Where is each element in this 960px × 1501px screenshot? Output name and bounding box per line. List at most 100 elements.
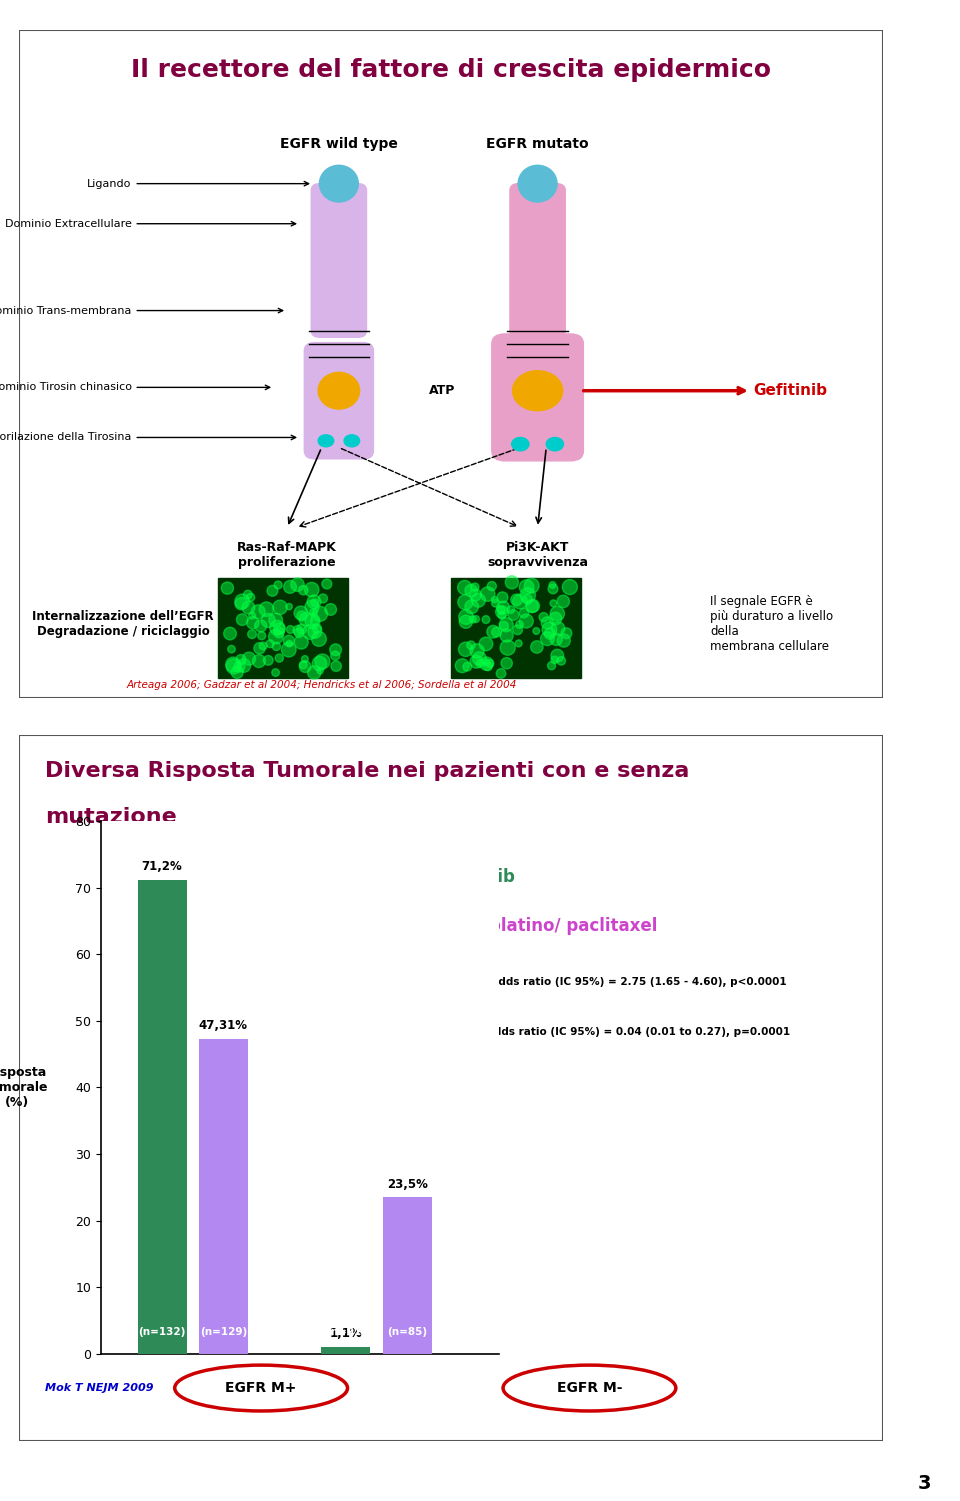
Point [281, 632, 297, 656]
Point [479, 650, 494, 674]
Point [306, 590, 322, 614]
Point [258, 597, 274, 621]
Point [503, 597, 518, 621]
Point [488, 591, 503, 615]
Point [252, 636, 267, 660]
Point [311, 627, 326, 651]
Text: (n=132): (n=132) [138, 1327, 186, 1337]
Ellipse shape [518, 165, 557, 203]
Point [272, 617, 287, 641]
Point [493, 599, 509, 623]
Point [229, 660, 245, 684]
Point [312, 651, 327, 675]
Point [460, 654, 475, 678]
Text: 71,2%: 71,2% [142, 860, 182, 874]
Text: (n=91): (n=91) [326, 1327, 366, 1337]
Point [254, 624, 270, 648]
Point [464, 594, 479, 618]
Point [512, 612, 527, 636]
Point [478, 632, 493, 656]
Point [226, 654, 241, 678]
Text: Carboplatino/ paclitaxel: Carboplatino/ paclitaxel [434, 917, 658, 935]
Point [245, 623, 260, 647]
Point [496, 614, 512, 638]
Text: Arteaga 2006; Gadzar et al 2004; Hendricks et al 2006; Sordella et al 2004: Arteaga 2006; Gadzar et al 2004; Hendric… [127, 680, 516, 690]
Text: Internalizzazione dell’EGFR
Degradazione / riciclaggio: Internalizzazione dell’EGFR Degradazione… [32, 611, 214, 638]
Ellipse shape [503, 1364, 676, 1411]
Text: 3: 3 [918, 1474, 931, 1493]
FancyBboxPatch shape [311, 183, 367, 338]
Ellipse shape [344, 435, 360, 447]
Point [554, 648, 569, 672]
Text: Dominio Tirosin chinasico: Dominio Tirosin chinasico [0, 383, 270, 392]
Text: Diversa Risposta Tumorale nei pazienti con e senza: Diversa Risposta Tumorale nei pazienti c… [45, 761, 689, 781]
Point [226, 653, 241, 677]
Point [282, 575, 298, 599]
Point [304, 578, 320, 602]
Point [493, 662, 509, 686]
Text: Ligando: Ligando [87, 179, 308, 189]
Ellipse shape [318, 372, 360, 410]
Bar [451, 578, 581, 678]
Point [296, 653, 311, 677]
Text: Ras-Raf-MAPK
proliferazione: Ras-Raf-MAPK proliferazione [237, 540, 337, 569]
Text: EGFR M+ odds ratio (IC 95%) = 2.75 (1.65 - 4.60), p<0.0001: EGFR M+ odds ratio (IC 95%) = 2.75 (1.65… [434, 977, 786, 988]
Text: EGFR M- odds ratio (IC 95%) = 0.04 (0.01 to 0.27), p=0.0001: EGFR M- odds ratio (IC 95%) = 0.04 (0.01… [434, 1027, 790, 1037]
Point [294, 603, 309, 627]
Point [544, 654, 560, 678]
FancyBboxPatch shape [19, 30, 883, 698]
Point [305, 609, 321, 633]
Point [563, 575, 578, 599]
Text: 47,31%: 47,31% [199, 1019, 248, 1033]
Point [293, 600, 308, 624]
Text: Pi3K-AKT
sopravvivenza: Pi3K-AKT sopravvivenza [487, 540, 588, 569]
Point [262, 632, 277, 656]
Point [541, 617, 557, 641]
Point [269, 635, 284, 659]
Point [468, 582, 483, 606]
Point [265, 579, 280, 603]
Point [550, 617, 565, 641]
Point [519, 575, 535, 599]
Point [299, 608, 314, 632]
FancyBboxPatch shape [304, 342, 373, 459]
Bar [218, 578, 348, 678]
Point [223, 621, 238, 645]
Text: Fosforilazione della Tirosina: Fosforilazione della Tirosina [0, 432, 296, 443]
Point [509, 588, 524, 612]
Point [540, 627, 555, 651]
Point [291, 621, 306, 645]
Text: EGFR mutato: EGFR mutato [487, 137, 588, 150]
Point [480, 654, 495, 678]
Point [529, 635, 544, 659]
Text: 23,5%: 23,5% [387, 1178, 428, 1190]
Point [255, 633, 271, 657]
Point [484, 573, 499, 597]
Point [464, 633, 479, 657]
Point [542, 621, 558, 645]
Bar [383, 1198, 432, 1354]
Text: Dominio Trans-membrana: Dominio Trans-membrana [0, 306, 282, 315]
Text: Dominio Extracellulare: Dominio Extracellulare [5, 219, 296, 228]
Point [454, 654, 469, 678]
Point [260, 608, 276, 632]
Text: Gefitinib: Gefitinib [434, 868, 515, 886]
Point [478, 608, 493, 632]
Bar [199, 1039, 248, 1354]
Point [281, 638, 297, 662]
Point [281, 594, 297, 618]
Point [494, 585, 510, 609]
Point [499, 651, 515, 675]
Point [464, 578, 479, 602]
Point [302, 620, 318, 644]
Point [471, 647, 487, 671]
Point [495, 596, 511, 620]
Point [315, 650, 330, 674]
Y-axis label: Risposta
tumorale
(%): Risposta tumorale (%) [0, 1066, 49, 1109]
Point [525, 594, 540, 618]
Point [328, 638, 344, 662]
Ellipse shape [546, 437, 564, 450]
Point [548, 627, 564, 651]
Point [556, 590, 571, 614]
Ellipse shape [318, 435, 334, 447]
